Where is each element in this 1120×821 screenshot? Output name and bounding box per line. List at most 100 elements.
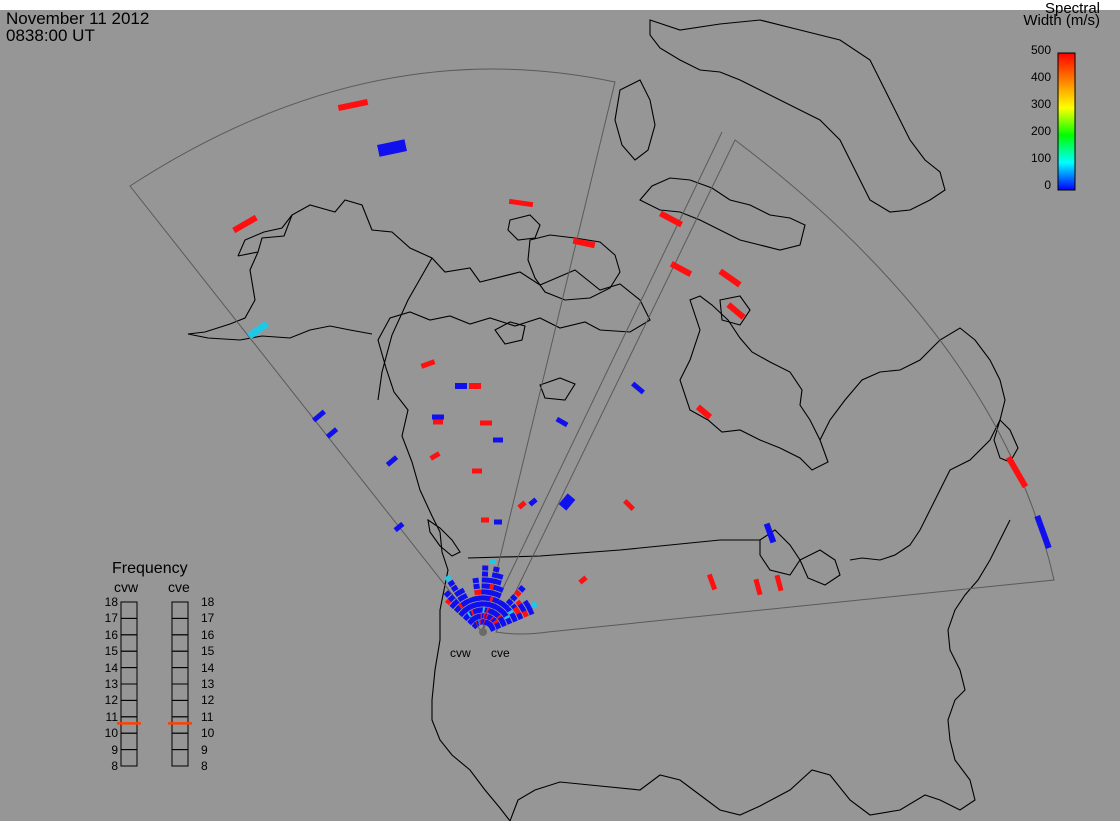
radar-echo <box>432 414 444 420</box>
radar-echo <box>433 419 443 425</box>
fov-outline-cvw <box>129 68 616 634</box>
radar-echo <box>501 602 510 611</box>
radar-echo <box>555 416 569 428</box>
radar-echo <box>443 590 452 598</box>
radar-echo <box>528 497 538 507</box>
radar-echo <box>658 210 684 228</box>
frequency-scale-label: 14 <box>104 660 118 675</box>
radar-echo <box>492 566 500 573</box>
radar-echo <box>460 593 469 601</box>
radar-echo <box>517 585 526 593</box>
radar-echo <box>695 404 713 420</box>
frequency-scale-label: 12 <box>201 693 215 708</box>
radar-echo <box>631 381 645 395</box>
colorbar-tick-300: 300 <box>1030 97 1051 111</box>
frequency-scale-label: 10 <box>201 726 215 741</box>
frequency-scale-label: 8 <box>201 759 208 773</box>
radar-echo <box>516 612 524 621</box>
radar-echo <box>385 455 399 467</box>
radar-echo <box>232 214 258 234</box>
radar-echo <box>473 583 480 590</box>
radar-echo <box>578 575 588 585</box>
frequency-scale-label: 11 <box>201 709 214 724</box>
radar-echo <box>482 565 489 571</box>
coastline-hudson-bay <box>679 295 829 471</box>
radar-echo <box>447 579 456 588</box>
radar-fov-outlines <box>129 68 1055 635</box>
coastline-ellesmere <box>614 79 656 161</box>
radar-echo <box>494 579 502 586</box>
radar-echo <box>455 383 467 389</box>
radar-echo <box>508 198 534 208</box>
radar-echo <box>530 600 538 609</box>
radar-echo <box>493 437 503 443</box>
coastline-labrador <box>819 327 1006 561</box>
radar-echo <box>246 320 270 340</box>
coastline-great-lakes <box>759 529 841 586</box>
radar-echo <box>496 585 504 593</box>
radar-echo <box>481 517 489 523</box>
radar-echo <box>472 468 482 474</box>
colorbar-tick-0: 0 <box>1044 178 1051 192</box>
radar-echo <box>450 584 459 593</box>
radar-echo <box>312 409 326 423</box>
date-label: November 11 2012 <box>6 9 150 28</box>
frequency-scale-label: 16 <box>201 627 215 642</box>
frequency-gauge-cell <box>171 749 189 767</box>
radar-echo <box>496 573 504 580</box>
radar-echo <box>505 598 514 607</box>
near-range-echo-fan <box>443 565 538 632</box>
radar-echo <box>669 261 693 277</box>
frequency-scale-label: 16 <box>104 627 118 642</box>
radar-echo <box>513 589 522 598</box>
radar-label-cve: cve <box>491 646 510 660</box>
radar-echo <box>492 597 500 604</box>
radar-echo <box>517 500 527 510</box>
colorbar-tick-500: 500 <box>1030 43 1051 57</box>
coastline-alaska-peninsula <box>187 251 373 341</box>
frequency-scale-label: 12 <box>104 693 118 708</box>
radar-echo <box>527 607 535 616</box>
frequency-gauges <box>117 601 192 767</box>
radar-echo <box>558 493 576 511</box>
frequency-scale-label: 15 <box>104 644 118 659</box>
frequency-scale-label: 17 <box>201 611 215 626</box>
radar-echo <box>463 598 471 606</box>
spectral-width-colorbar <box>1057 52 1076 191</box>
colorbar-tick-200: 200 <box>1030 124 1051 138</box>
radar-echo <box>472 577 480 584</box>
radar-echo <box>469 383 481 389</box>
radar-echo <box>753 578 763 596</box>
radar-echo <box>457 587 466 596</box>
radar-echo <box>325 427 339 439</box>
radar-echo <box>393 521 405 533</box>
coastline-alaska-north <box>237 214 293 257</box>
radar-echo <box>774 574 784 592</box>
fov-outline-cve <box>495 139 1055 635</box>
radar-echo <box>494 519 502 525</box>
radar-echo <box>499 619 507 628</box>
frequency-radar-cve: cve <box>168 579 190 595</box>
radar-echo <box>429 451 441 461</box>
border-alaska-canada <box>377 257 433 401</box>
border-us-canada <box>467 539 760 559</box>
fov-outline-cvw-right-edge <box>481 131 723 633</box>
radar-echo <box>706 573 718 591</box>
radar-echo <box>1005 455 1029 489</box>
radar-label-cvw: cvw <box>450 646 471 660</box>
coastline-west <box>237 199 651 821</box>
radar-echo <box>490 560 496 564</box>
radar-echo <box>718 268 742 288</box>
frequency-scale-label: 11 <box>105 709 118 724</box>
radar-echo <box>447 594 456 603</box>
radar-echo <box>509 593 518 602</box>
frequency-scale-label: 9 <box>201 742 208 757</box>
radar-echo <box>494 591 502 599</box>
frequency-radar-cvw: cvw <box>114 579 139 595</box>
radar-echo <box>444 574 453 583</box>
coastline-vancouver-island <box>427 518 461 557</box>
frequency-scale-label: 8 <box>111 759 118 773</box>
coastline-mexico <box>509 519 1011 821</box>
